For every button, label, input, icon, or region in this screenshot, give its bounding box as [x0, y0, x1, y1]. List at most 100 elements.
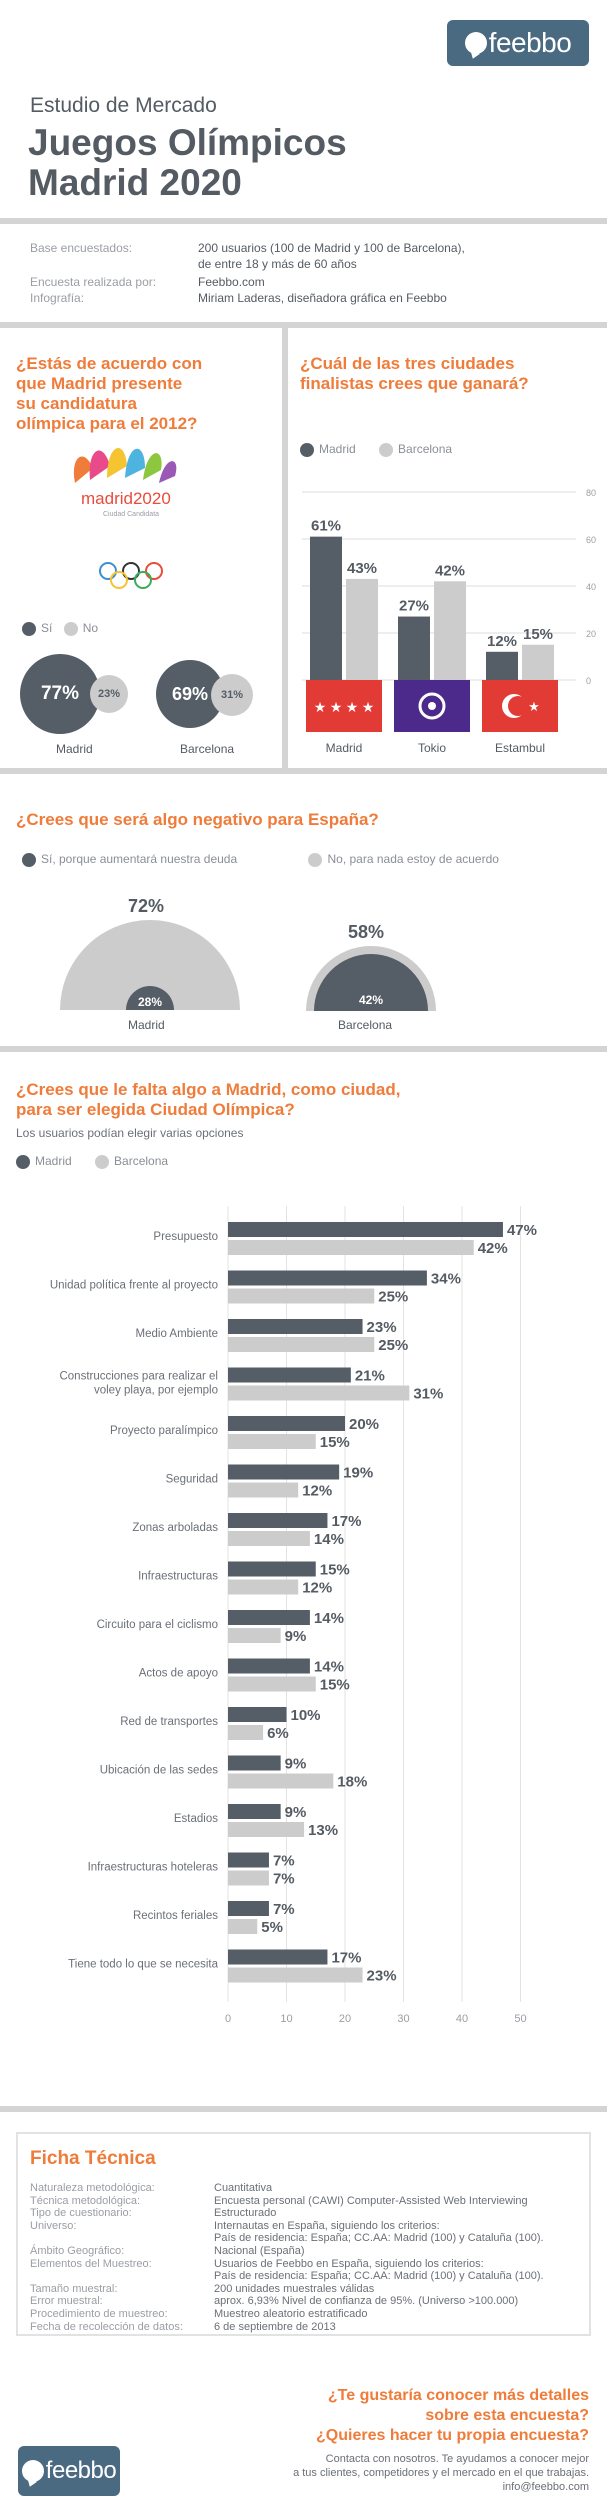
q2-title: ¿Cuál de las tres ciudades finalistas cr… [300, 354, 600, 394]
ficha-value: Nacional (España) [214, 2245, 305, 2257]
bar-madrid [228, 1804, 281, 1819]
bar-madrid [228, 1755, 281, 1771]
category-label: Estadios [174, 1813, 218, 1825]
brand-logo-bottom[interactable]: feebbo [18, 2446, 120, 2496]
data-label-barcelona: 25% [378, 1337, 408, 1354]
ficha-label: Técnica metodológica: [30, 2194, 141, 2207]
info-value-base: 200 usuarios (100 de Madrid y 100 de Bar… [198, 241, 465, 255]
bar-madrid [310, 536, 342, 680]
bar-barcelona [228, 1870, 269, 1886]
q4-title: ¿Crees que le falta algo a Madrid, como … [16, 1080, 400, 1120]
bar-barcelona [228, 1337, 375, 1352]
brand-logo-top[interactable]: feebbo [447, 20, 589, 66]
bar-madrid [228, 1901, 269, 1916]
ficha-row: Técnica metodológica: Encuesta personal (… [30, 2195, 590, 2208]
q1-title-line: olímpica para el 2012? [16, 414, 198, 433]
star-icon: ★ [330, 699, 343, 715]
q4-legend: Madrid Barcelona [16, 1154, 168, 1169]
ficha-box: Ficha Técnica Naturaleza metodológica: Cu… [16, 2132, 591, 2336]
q4-bar-chart: 0 10 20 30 40 50 47%42% Presupuesto 34% 25% Unidad… [50, 1206, 537, 2025]
separator [0, 1046, 607, 1052]
q2-title-line: ¿Cuál de las tres ciudades [300, 354, 515, 373]
star-icon: ★ [346, 699, 359, 715]
logo-sub: Ciudad Candidata [103, 511, 159, 518]
data-label-barcelona: 15% [320, 1677, 350, 1694]
bar-barcelona [228, 1628, 281, 1643]
legend-yes: Sí [41, 621, 53, 635]
logo-text: madrid2020 [81, 489, 171, 508]
ficha-value: Estructurado [214, 2207, 277, 2220]
madrid-yes-circle: 77% [20, 654, 100, 734]
bar-madrid [486, 651, 518, 680]
madrid-yes-value: 77% [40, 683, 80, 704]
bar-madrid [228, 1270, 427, 1286]
data-label-barcelona: 18% [337, 1774, 367, 1791]
flag-madrid [306, 680, 382, 732]
category-label: Actos de apoyo [139, 1668, 218, 1680]
legend-barcelona: Barcelona [398, 442, 453, 456]
data-label-barcelona: 15% [523, 626, 553, 643]
star-icon: ★ [314, 699, 327, 715]
category-label: Zonas arboladas [132, 1522, 218, 1534]
category-label: Unidad política frente al proyecto [50, 1280, 218, 1292]
x-tick-label: 0 [225, 2013, 231, 2025]
data-label-barcelona: 25% [378, 1289, 408, 1306]
city-label: Tokio [418, 741, 446, 755]
ficha-label: Tipo de cuestionario: [30, 2207, 132, 2220]
ficha-value: aprox. 6,93% Nivel de confianza de 95%. … [214, 2295, 519, 2308]
ficha-value: 200 unidades muestrales válidas [214, 2282, 375, 2295]
bar-barcelona [434, 581, 466, 680]
bar-madrid [228, 1416, 345, 1431]
ficha-label: Tamaño muestral: [30, 2282, 118, 2295]
ficha-value: Encuesta personal (CAWI) Computer-Assist… [214, 2194, 528, 2207]
q3-legend: Sí, porque aumentará nuestra deuda No, p… [22, 852, 499, 867]
footer-email[interactable]: info@feebbo.com [502, 2481, 589, 2493]
ficha-row: Tipo de cuestionario: Estructurado [30, 2207, 590, 2220]
data-label-madrid: 12% [487, 633, 517, 650]
bar-barcelona [228, 1725, 264, 1740]
ficha-row: Ámbito Geográfico: Nacional (España) [30, 2245, 590, 2258]
ficha-value: 6 de septiembre de 2013 [214, 2320, 336, 2333]
data-label-barcelona: 5% [261, 1919, 283, 1936]
category-label: Circuito para el ciclismo [97, 1619, 218, 1631]
bar-madrid [228, 1707, 287, 1722]
brand-name: feebbo [45, 2457, 117, 2484]
data-label-barcelona: 14% [314, 1531, 344, 1548]
info-label-base: Base encuestados: [30, 241, 133, 255]
ficha-label: Ámbito Geográfico: [30, 2245, 125, 2257]
star-icon: ★ [362, 699, 375, 715]
q3-madrid-yes-value: 28% [138, 995, 162, 1009]
ficha-label: Elementos del Muestreo: [30, 2257, 152, 2270]
q4-subtitle: Los usuarios podían elegir varias opcion… [16, 1126, 244, 1140]
q3-madrid-label: Madrid [128, 1018, 165, 1032]
ficha-row: País de residencia: España; CC.AA: Madri… [30, 2270, 590, 2283]
data-label-madrid: 34% [431, 1271, 461, 1288]
bar-barcelona [228, 1822, 305, 1837]
ficha-value: Muestreo aleatorio estratificado [214, 2308, 368, 2320]
data-label-barcelona: 42% [435, 562, 465, 579]
legend-dot-no [308, 852, 323, 867]
header-subtitle: Estudio de Mercado [30, 94, 217, 117]
footer-cta-line: ¿Quieres hacer tu propia encuesta? [316, 2427, 589, 2444]
q1-title-line: que Madrid presente [16, 374, 183, 393]
legend-dot-barcelona [95, 1154, 110, 1169]
data-label-barcelona: 42% [478, 1240, 508, 1257]
footer-contact: Contacta con nosotros. Te ayudamos a con… [293, 2452, 589, 2494]
category-label: Recintos feriales [133, 1910, 218, 1922]
barcelona-no-value: 31% [220, 689, 244, 701]
ficha-value: Cuantitativa [214, 2182, 273, 2194]
data-label-barcelona: 9% [285, 1628, 307, 1645]
q3-barcelona-semicircle: 42% [306, 946, 436, 1011]
ficha-row: Fecha de recolección de datos: 6 de septi… [30, 2321, 590, 2334]
madrid-no-circle: 23% [90, 675, 128, 713]
q1-title: ¿Estás de acuerdo con que Madrid present… [16, 354, 276, 434]
info-value-author: Feebbo.com [198, 275, 265, 289]
q3-title: ¿Crees que será algo negativo para Españ… [16, 810, 379, 829]
category-label: Red de transportes [120, 1716, 218, 1728]
data-label-madrid: 7% [273, 1901, 295, 1918]
bar-barcelona [228, 1482, 299, 1498]
data-label-madrid: 7% [273, 1853, 295, 1870]
q4-title-line: ¿Crees que le falta algo a Madrid, como … [16, 1080, 401, 1099]
legend-barcelona: Barcelona [114, 1154, 169, 1168]
